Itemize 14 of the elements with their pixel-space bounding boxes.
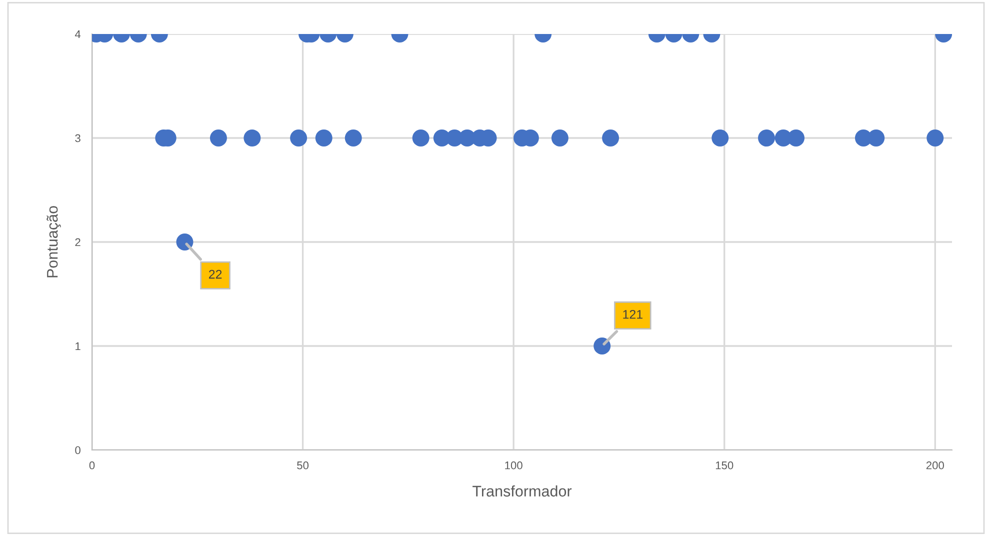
y-tick-label: 0	[75, 446, 80, 454]
x-tick-label: 100	[505, 461, 522, 470]
y-tick-label: 2	[75, 238, 80, 246]
x-tick-label: 50	[297, 461, 309, 470]
y-axis-title: Pontuação	[46, 206, 61, 278]
y-tick-label: 3	[75, 134, 80, 142]
x-axis-title: Transformador	[472, 485, 572, 497]
annotation: 22	[208, 270, 222, 279]
x-tick-label: 150	[716, 461, 734, 470]
y-tick-label: 1	[76, 342, 80, 350]
x-tick-label: 0	[89, 461, 95, 470]
x-tick-label: 200	[926, 461, 944, 470]
annotation: 121	[623, 310, 642, 319]
y-tick-label: 4	[74, 30, 81, 38]
